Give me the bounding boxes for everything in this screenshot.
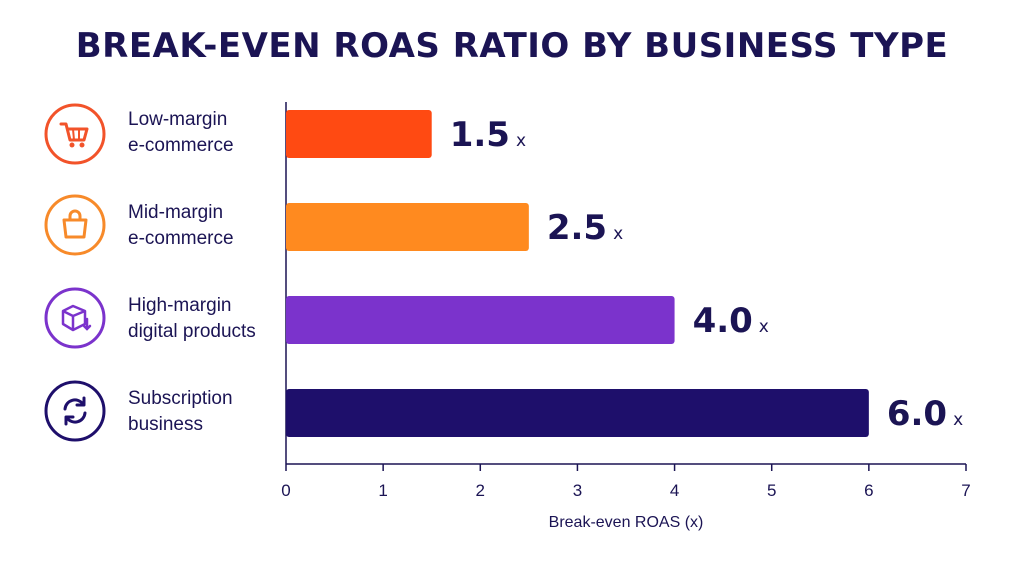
category-label-line1: Subscription bbox=[128, 388, 233, 409]
category-label-line2: e-commerce bbox=[128, 135, 234, 156]
category-row-low-margin: Low-margin e-commerce bbox=[0, 99, 285, 169]
bar-value-label: 4.0 x bbox=[693, 301, 769, 341]
x-tick-label: 4 bbox=[670, 481, 679, 500]
category-label-line1: Low-margin bbox=[128, 109, 228, 130]
bar bbox=[286, 203, 529, 251]
bar-value-label: 1.5 x bbox=[450, 115, 526, 155]
x-tick-label: 6 bbox=[864, 481, 873, 500]
bar bbox=[286, 389, 869, 437]
bar bbox=[286, 296, 675, 344]
x-tick-label: 7 bbox=[961, 481, 970, 500]
x-tick-label: 3 bbox=[573, 481, 582, 500]
shopping-bag-icon bbox=[44, 194, 106, 256]
category-label-line1: Mid-margin bbox=[128, 202, 224, 223]
category-label-line2: business bbox=[128, 414, 203, 435]
bar-value-label: 6.0 x bbox=[887, 394, 963, 434]
category-label-line1: High-margin bbox=[128, 295, 232, 316]
x-tick-label: 5 bbox=[767, 481, 776, 500]
x-tick-label: 1 bbox=[378, 481, 387, 500]
refresh-cycle-icon bbox=[44, 380, 106, 442]
category-row-subscription: Subscription business bbox=[0, 378, 285, 448]
category-row-high-margin: High-margin digital products bbox=[0, 285, 285, 355]
x-axis-title: Break-even ROAS (x) bbox=[548, 514, 704, 531]
x-tick-label: 0 bbox=[281, 481, 290, 500]
chart-title: BREAK-EVEN ROAS RATIO BY BUSINESS TYPE bbox=[75, 26, 949, 66]
cart-icon bbox=[44, 103, 106, 165]
bar bbox=[286, 110, 432, 158]
category-label-line2: digital products bbox=[128, 321, 256, 342]
category-label-line2: e-commerce bbox=[128, 228, 234, 249]
bar-value-label: 2.5 x bbox=[547, 208, 623, 248]
category-row-mid-margin: Mid-margin e-commerce bbox=[0, 192, 285, 262]
digital-box-icon bbox=[44, 287, 106, 349]
x-tick-label: 2 bbox=[476, 481, 485, 500]
